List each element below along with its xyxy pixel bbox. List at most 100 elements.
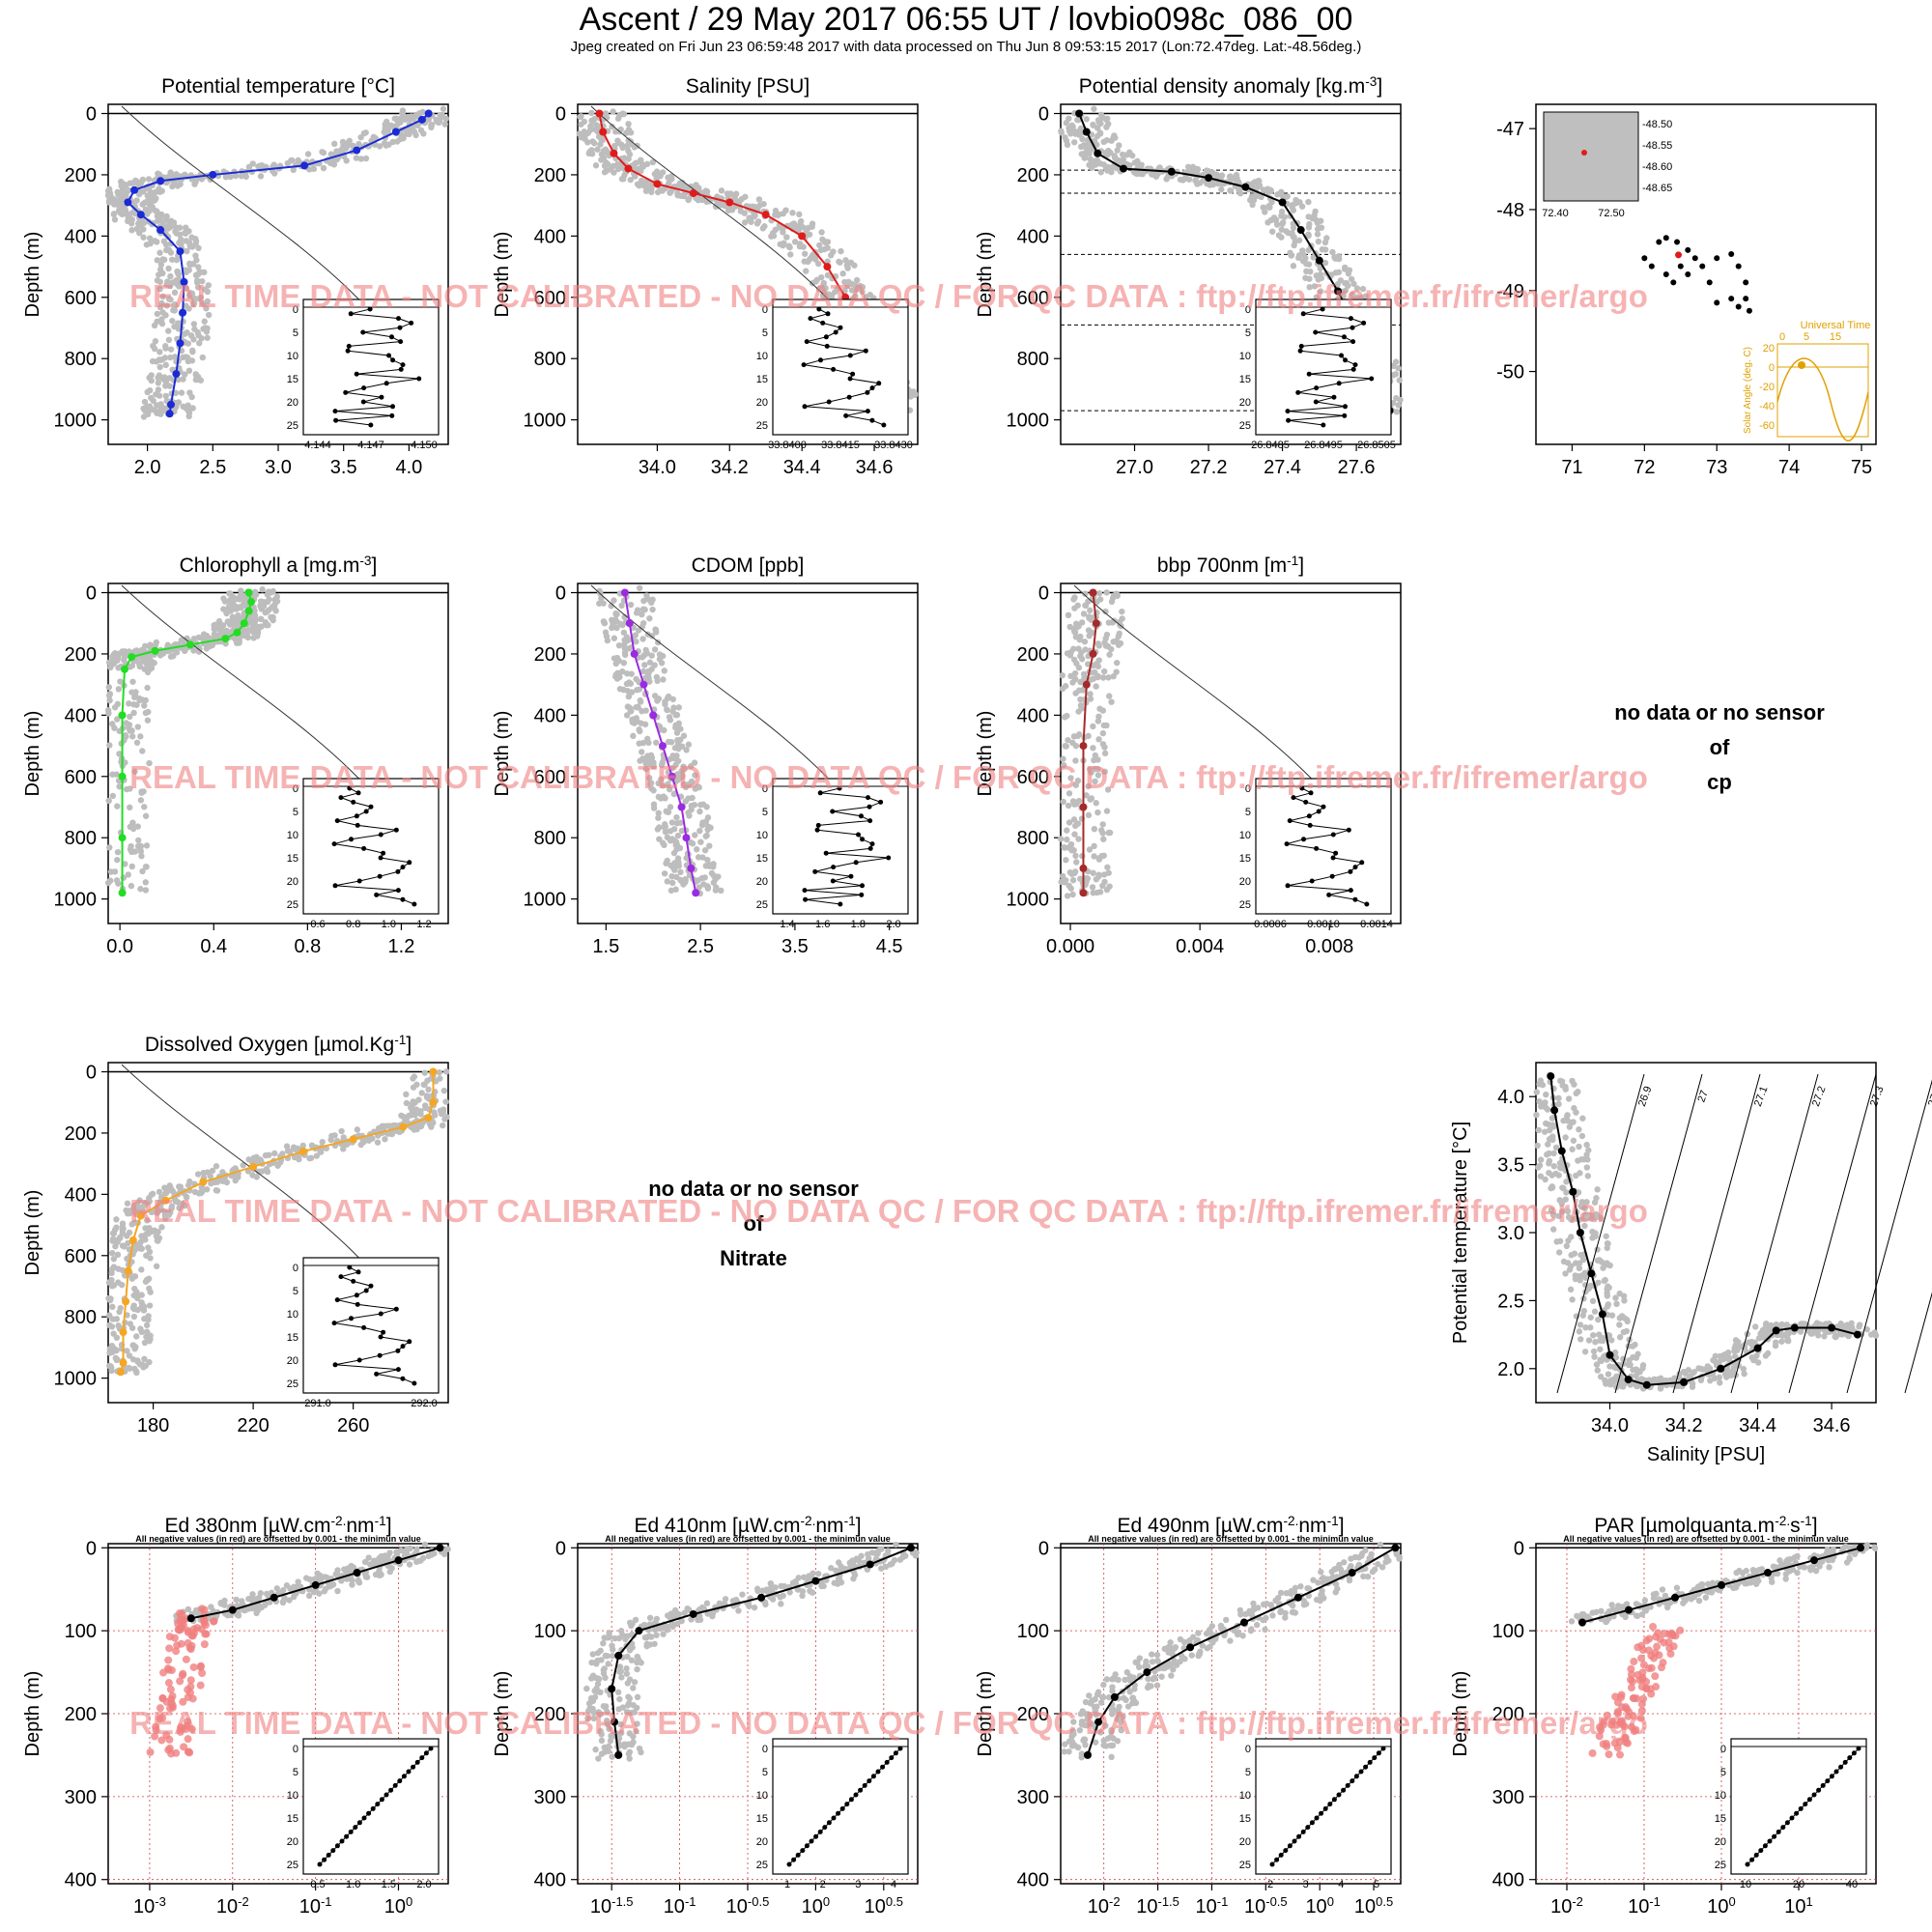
inset-y-tick-label: 15 [756,853,768,865]
historical-point [143,242,151,248]
historical-point [134,842,142,850]
historical-point [1706,1365,1714,1372]
historical-point [379,1122,385,1130]
x-tick-label: 34.2 [711,457,749,478]
profile-point [1082,680,1091,689]
inset-frame [1255,778,1392,915]
x-tick-label: 71 [1561,457,1582,478]
historical-point [104,192,112,199]
historical-point [652,629,660,636]
historical-point [109,1249,116,1257]
track-point [1662,235,1669,242]
y-tick-label: 100 [65,1621,97,1642]
historical-point [192,178,199,185]
historical-point [623,712,631,719]
historical-point [1544,1106,1551,1113]
historical-point [142,879,149,886]
historical-point [141,398,149,406]
historical-point [1077,678,1084,686]
historical-point [137,1325,144,1332]
historical-point [1119,608,1125,615]
historical-point [108,1269,115,1277]
track-point [1714,299,1720,306]
historical-point [803,268,810,274]
historical-point [1552,1170,1559,1178]
historical-point [138,1266,145,1273]
historical-point [670,826,678,833]
historical-point [704,814,712,821]
profile-point [653,180,662,188]
historical-point [699,819,706,826]
x-tick-label: 0.4 [200,936,227,957]
historical-point [824,239,832,245]
historical-point [617,126,624,133]
historical-point [170,652,177,660]
historical-point [137,797,145,804]
historical-point [139,867,146,875]
historical-point [1116,142,1122,149]
historical-point [439,1122,446,1129]
historical-point [1307,269,1314,275]
x-tick-label: 0.0 [106,936,133,957]
historical-point [1569,1296,1576,1303]
profile-point [233,628,242,637]
historical-point [105,1312,113,1319]
x-tick-label: 34.2 [1665,1415,1703,1436]
historical-point [140,413,148,420]
profile-point [247,598,256,607]
historical-point [1548,1184,1554,1192]
historical-point [660,676,667,683]
historical-point [354,1126,361,1133]
x-tick-label: 220 [237,1415,269,1436]
historical-point [137,886,144,893]
historical-point [156,304,164,311]
inset-point [838,901,843,907]
historical-point [1607,1380,1615,1388]
historical-point [1332,255,1339,262]
historical-point [703,804,710,810]
historical-point [1087,691,1094,697]
historical-point [1604,1244,1610,1252]
historical-point [1098,827,1105,834]
historical-point [156,278,163,285]
y-tick-label: 1000 [54,411,98,432]
x-axis-label: Salinity [PSU] [1647,1444,1765,1465]
historical-point [1072,852,1079,860]
historical-point [1546,1157,1553,1165]
historical-point [155,386,162,393]
historical-point [1106,829,1114,837]
y-tick-label: 600 [65,1246,97,1267]
historical-point [126,1352,133,1359]
profile-point [300,161,309,170]
historical-point [844,265,851,271]
inset-y-tick-label: 15 [287,853,298,865]
historical-point [1396,377,1403,384]
historical-point [853,283,861,291]
historical-point [694,846,700,853]
historical-point [839,270,846,277]
inset-y-tick-label: 20 [756,876,768,888]
profile-point [156,226,165,235]
panel-title: Potential temperature [°C] [161,75,395,98]
historical-point [139,201,146,208]
historical-point [616,111,624,119]
track-point [1685,246,1691,253]
historical-point [109,1303,116,1311]
historical-point [806,256,813,263]
historical-point [147,1289,154,1295]
profile-point [1079,803,1088,811]
historical-point [1070,139,1078,146]
historical-point [167,249,175,256]
historical-point [145,708,152,716]
historical-point [1097,169,1104,176]
historical-point [1559,1082,1566,1089]
historical-point [1719,1352,1726,1360]
inset-line [351,313,399,320]
historical-point [156,185,162,192]
historical-point [162,312,169,319]
historical-point [613,654,621,662]
sun-y-tick-label: 0 [1769,362,1775,374]
historical-point [621,637,628,643]
